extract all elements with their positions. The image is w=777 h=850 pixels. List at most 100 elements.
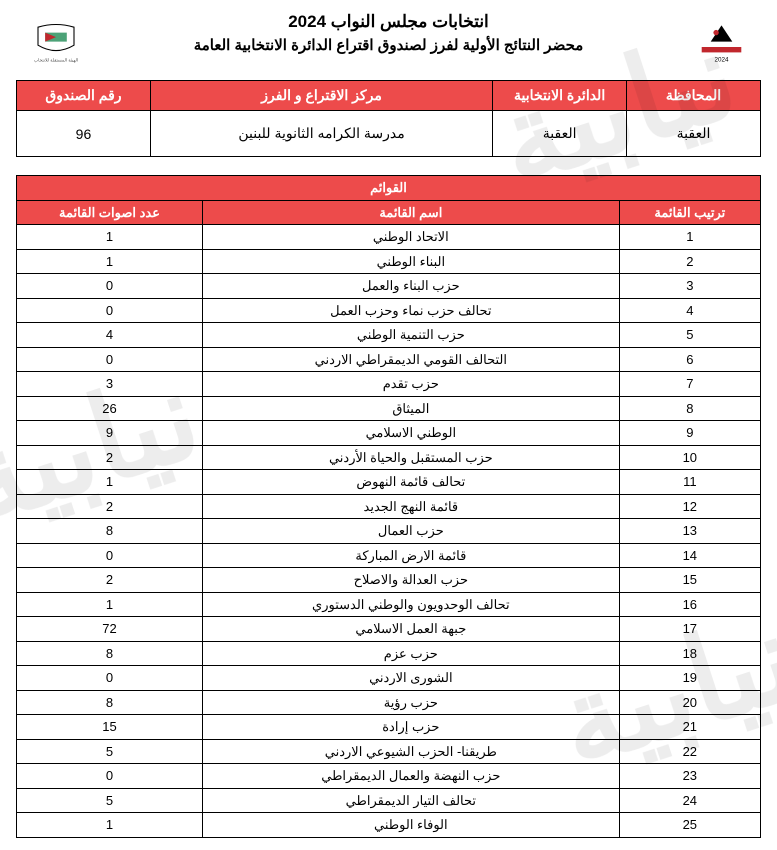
lists-th-rank: ترتيب القائمة [619, 200, 760, 225]
cell-votes: 2 [17, 445, 203, 470]
cell-rank: 16 [619, 592, 760, 617]
lists-th-votes: عدد اصوات القائمة [17, 200, 203, 225]
info-th-governorate: المحافظة [627, 81, 761, 111]
cell-name: حزب تقدم [203, 372, 620, 397]
info-th-district: الدائرة الانتخابية [493, 81, 627, 111]
table-row: 16تحالف الوحدويون والوطني الدستوري1 [17, 592, 761, 617]
cell-name: تحالف التيار الديمقراطي [203, 788, 620, 813]
cell-name: قائمة الارض المباركة [203, 543, 620, 568]
table-row: 15حزب العدالة والاصلاح2 [17, 568, 761, 593]
cell-votes: 8 [17, 690, 203, 715]
cell-rank: 15 [619, 568, 760, 593]
cell-name: حزب التنمية الوطني [203, 323, 620, 348]
table-row: 3حزب البناء والعمل0 [17, 274, 761, 299]
cell-votes: 0 [17, 764, 203, 789]
cell-votes: 15 [17, 715, 203, 740]
cell-rank: 13 [619, 519, 760, 544]
table-row: 21حزب إرادة15 [17, 715, 761, 740]
cell-name: حزب عزم [203, 641, 620, 666]
cell-votes: 1 [17, 249, 203, 274]
page-title-2: محضر النتائج الأولية لفرز لصندوق اقتراع … [96, 36, 681, 54]
cell-name: حزب رؤية [203, 690, 620, 715]
cell-name: حزب المستقبل والحياة الأردني [203, 445, 620, 470]
cell-rank: 2 [619, 249, 760, 274]
cell-rank: 11 [619, 470, 760, 495]
cell-rank: 9 [619, 421, 760, 446]
table-row: 25الوفاء الوطني1 [17, 813, 761, 838]
cell-votes: 1 [17, 813, 203, 838]
cell-rank: 21 [619, 715, 760, 740]
table-row: 19الشورى الاردني0 [17, 666, 761, 691]
cell-rank: 24 [619, 788, 760, 813]
cell-rank: 10 [619, 445, 760, 470]
table-row: 12قائمة النهج الجديد2 [17, 494, 761, 519]
table-row: 6التحالف القومي الديمقراطي الاردني0 [17, 347, 761, 372]
table-row: 13حزب العمال8 [17, 519, 761, 544]
info-th-center: مركز الاقتراع و الفرز [150, 81, 492, 111]
table-row: 17جبهة العمل الاسلامي72 [17, 617, 761, 642]
cell-name: الوطني الاسلامي [203, 421, 620, 446]
header: 2024 انتخابات مجلس النواب 2024 محضر النت… [16, 12, 761, 72]
cell-name: طريقنا- الحزب الشيوعي الاردني [203, 739, 620, 764]
table-row: 18حزب عزم8 [17, 641, 761, 666]
cell-name: الميثاق [203, 396, 620, 421]
cell-votes: 8 [17, 641, 203, 666]
cell-name: الاتحاد الوطني [203, 225, 620, 250]
table-row: 11تحالف قائمة النهوض1 [17, 470, 761, 495]
cell-rank: 14 [619, 543, 760, 568]
table-row: 20حزب رؤية8 [17, 690, 761, 715]
lists-table: القوائم ترتيب القائمة اسم القائمة عدد اص… [16, 175, 761, 838]
info-district: العقبة [493, 111, 627, 157]
cell-rank: 17 [619, 617, 760, 642]
logo-left: الهيئة المستقلة للانتخاب [16, 12, 96, 72]
cell-rank: 8 [619, 396, 760, 421]
table-row: 2البناء الوطني1 [17, 249, 761, 274]
cell-votes: 2 [17, 568, 203, 593]
table-row: 5حزب التنمية الوطني4 [17, 323, 761, 348]
table-row: 9الوطني الاسلامي9 [17, 421, 761, 446]
svg-text:2024: 2024 [714, 56, 729, 63]
cell-name: التحالف القومي الديمقراطي الاردني [203, 347, 620, 372]
cell-votes: 0 [17, 274, 203, 299]
cell-votes: 72 [17, 617, 203, 642]
info-box: 96 [17, 111, 151, 157]
cell-name: حزب إرادة [203, 715, 620, 740]
cell-rank: 4 [619, 298, 760, 323]
table-row: 10حزب المستقبل والحياة الأردني2 [17, 445, 761, 470]
cell-votes: 4 [17, 323, 203, 348]
table-row: 7حزب تقدم3 [17, 372, 761, 397]
cell-votes: 5 [17, 788, 203, 813]
lists-th-name: اسم القائمة [203, 200, 620, 225]
cell-rank: 20 [619, 690, 760, 715]
cell-name: جبهة العمل الاسلامي [203, 617, 620, 642]
cell-rank: 1 [619, 225, 760, 250]
cell-rank: 6 [619, 347, 760, 372]
cell-name: حزب العمال [203, 519, 620, 544]
cell-rank: 7 [619, 372, 760, 397]
info-center: مدرسة الكرامه الثانوية للبنين [150, 111, 492, 157]
table-row: 23حزب النهضة والعمال الديمقراطي0 [17, 764, 761, 789]
table-row: 1الاتحاد الوطني1 [17, 225, 761, 250]
cell-votes: 1 [17, 225, 203, 250]
table-row: 14قائمة الارض المباركة0 [17, 543, 761, 568]
cell-rank: 23 [619, 764, 760, 789]
info-governorate: العقبة [627, 111, 761, 157]
cell-name: حزب العدالة والاصلاح [203, 568, 620, 593]
cell-name: تحالف قائمة النهوض [203, 470, 620, 495]
lists-section-title: القوائم [17, 176, 761, 201]
cell-votes: 0 [17, 543, 203, 568]
cell-rank: 5 [619, 323, 760, 348]
cell-name: حزب النهضة والعمال الديمقراطي [203, 764, 620, 789]
cell-name: البناء الوطني [203, 249, 620, 274]
cell-name: الوفاء الوطني [203, 813, 620, 838]
cell-rank: 18 [619, 641, 760, 666]
cell-rank: 19 [619, 666, 760, 691]
cell-rank: 12 [619, 494, 760, 519]
page-title-1: انتخابات مجلس النواب 2024 [96, 12, 681, 32]
cell-votes: 5 [17, 739, 203, 764]
table-row: 4تحالف حزب نماء وحزب العمل0 [17, 298, 761, 323]
cell-votes: 26 [17, 396, 203, 421]
cell-rank: 3 [619, 274, 760, 299]
cell-rank: 25 [619, 813, 760, 838]
cell-votes: 1 [17, 592, 203, 617]
